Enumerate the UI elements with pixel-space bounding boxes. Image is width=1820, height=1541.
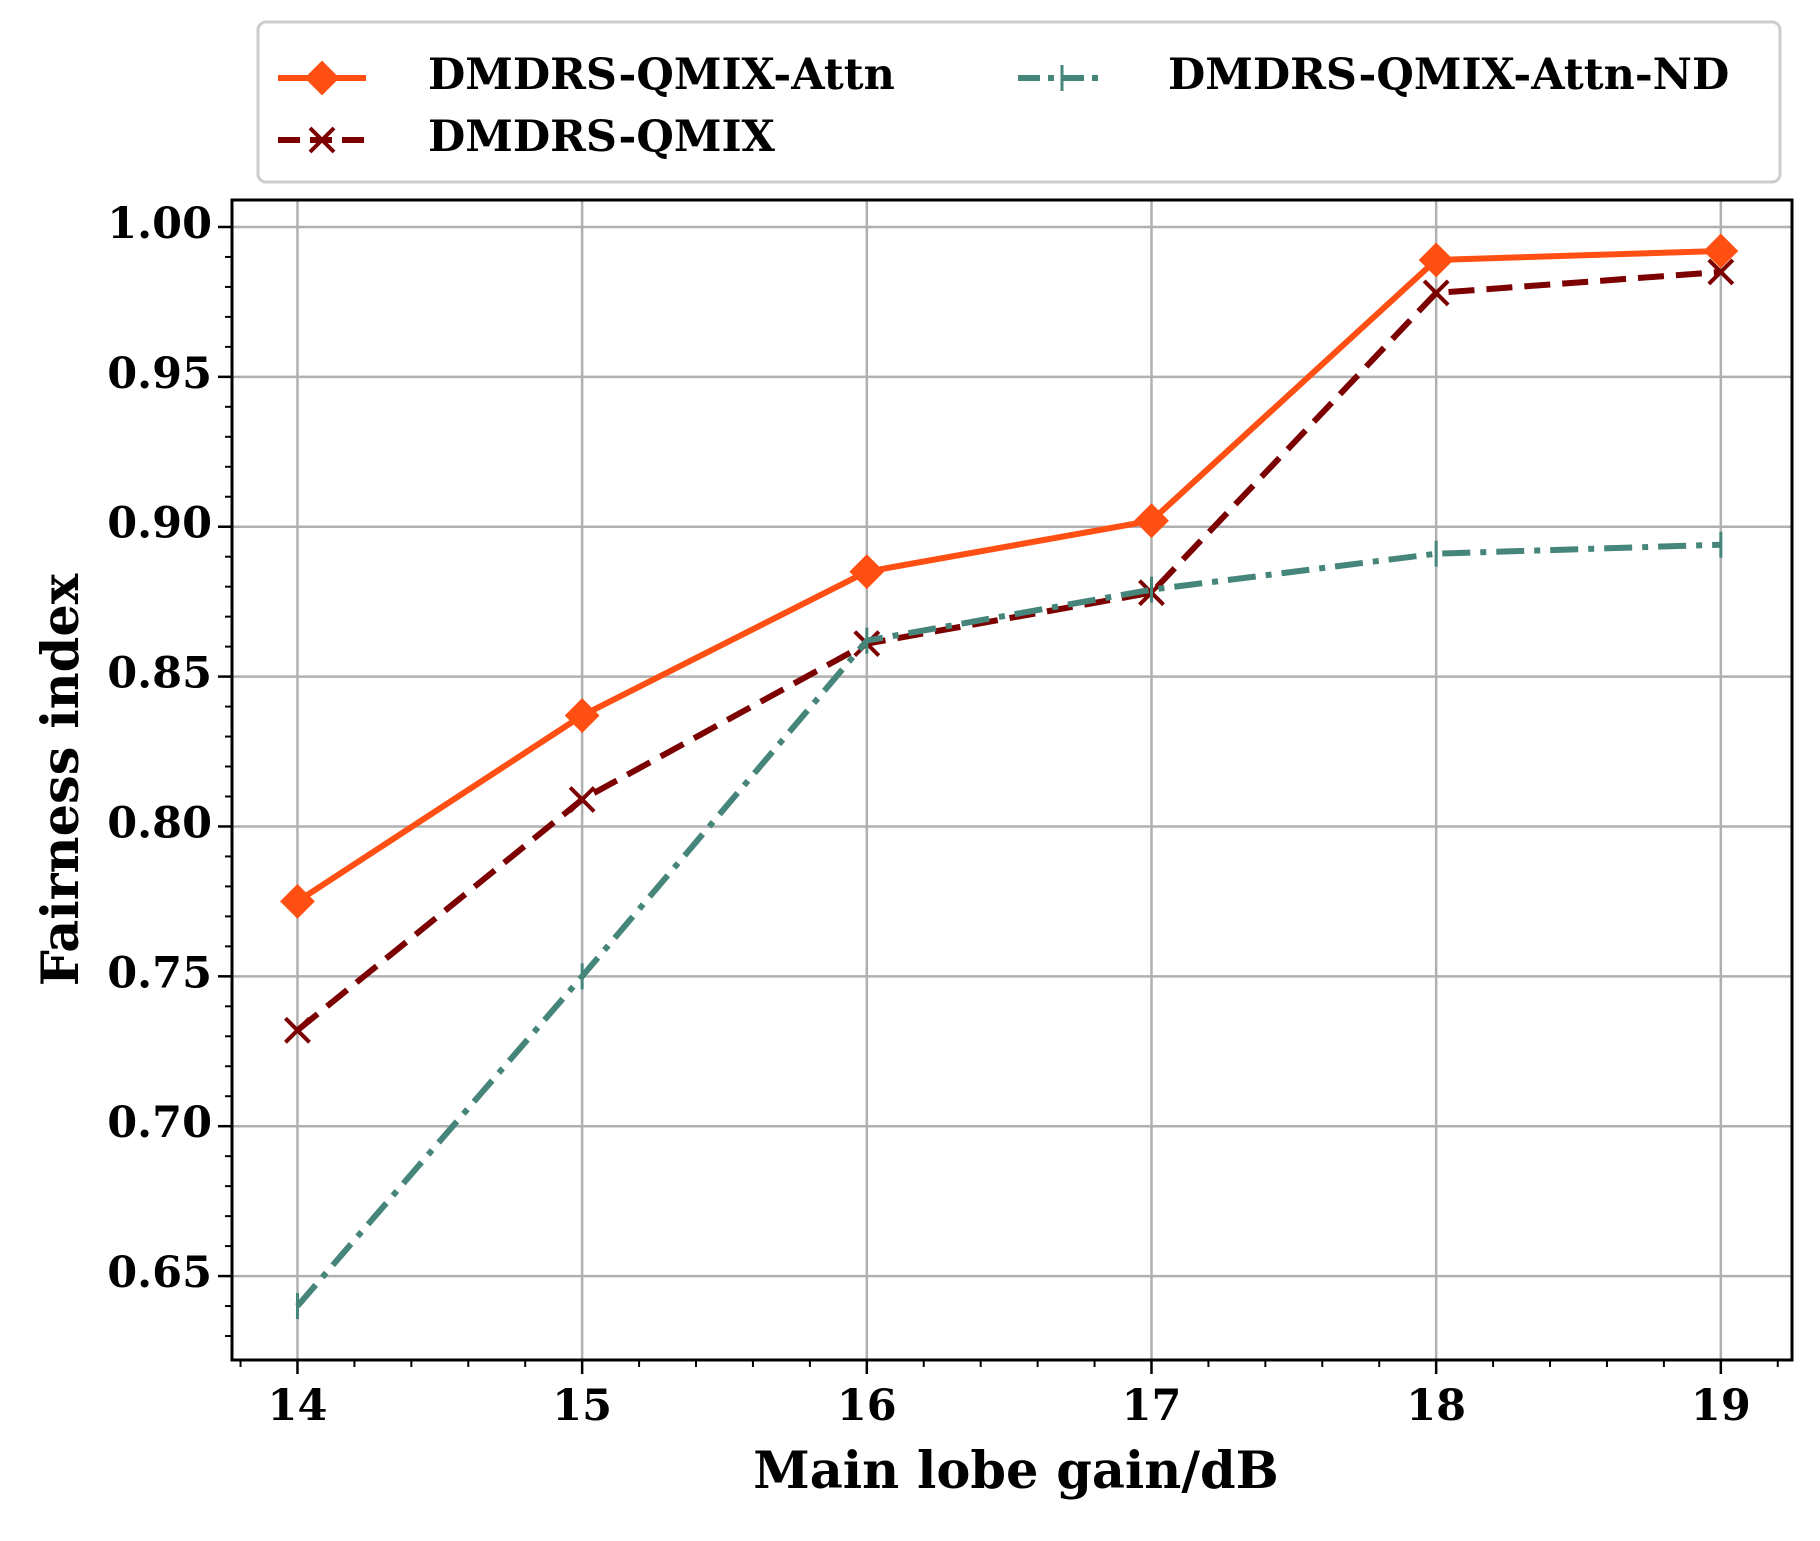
series-line-0	[295, 247, 1721, 904]
grid	[232, 200, 1792, 1360]
x-tick-label-2: 16	[837, 1381, 897, 1431]
legend-label-0: DMDRS-QMIX-Attn	[428, 50, 895, 100]
series-0	[280, 233, 1739, 919]
series-lines	[280, 233, 1739, 1320]
legend-item-2: DMDRS-QMIX-Attn-ND	[1018, 50, 1729, 100]
y-tick-label-2: 0.75	[107, 948, 212, 998]
legend-label-1: DMDRS-QMIX	[428, 112, 776, 162]
y-tick-label-3: 0.80	[107, 798, 212, 848]
legend-item-1: DMDRS-QMIX	[278, 112, 776, 162]
legend-frame	[256, 20, 1782, 184]
legend-item-0: DMDRS-QMIX-Attn	[278, 50, 895, 100]
series-0-point-2	[849, 554, 885, 590]
series-1-point-4	[1422, 279, 1450, 307]
y-tick-label-4: 0.85	[107, 649, 212, 699]
axes: 14 15 16 17 18 19 0.65 0.70 0.75 0.80 0.85 0.90 0.95…	[107, 198, 1794, 1431]
series-0-point-5	[1703, 233, 1739, 269]
legend-marker-1	[308, 126, 336, 154]
series-0-point-0	[280, 883, 315, 919]
legend-swatch-0	[278, 60, 366, 96]
y-tick-label-1: 0.70	[107, 1098, 212, 1148]
x-axis-label: Main lobe gain/dB	[753, 1441, 1279, 1501]
series-0-point-4	[1418, 242, 1454, 278]
x-tick-label-4: 18	[1406, 1381, 1466, 1431]
x-tick-label-1: 15	[552, 1381, 612, 1431]
y-tick-label-6: 0.95	[107, 349, 212, 399]
legend: DMDRS-QMIX-Attn DMDRS-QMIX DMDRS-QMIX-At…	[256, 20, 1782, 184]
x-tick-label-3: 17	[1122, 1381, 1182, 1431]
series-1	[284, 258, 1735, 1044]
series-1-point-0	[284, 1016, 311, 1044]
y-tick-label-7: 1.00	[107, 199, 212, 249]
y-axis-label: Fairness index	[31, 573, 91, 986]
series-0-point-3	[1134, 503, 1169, 539]
series-line-1	[295, 268, 1722, 1033]
plot-frame	[230, 198, 1794, 1362]
series-2	[295, 531, 1723, 1320]
legend-label-2: DMDRS-QMIX-Attn-ND	[1168, 50, 1729, 100]
x-tick-label-0: 14	[268, 1381, 328, 1431]
series-line-2	[295, 541, 1721, 1309]
x-tick-label-5: 19	[1691, 1381, 1751, 1431]
series-0-point-1	[564, 698, 600, 733]
legend-swatch-1	[278, 126, 366, 154]
legend-marker-0	[304, 60, 340, 96]
legend-swatch-2	[1018, 65, 1106, 91]
y-tick-label-0: 0.65	[107, 1248, 212, 1298]
series-1-point-1	[568, 786, 596, 813]
y-tick-label-5: 0.90	[107, 499, 212, 549]
series-1-point-5	[1707, 258, 1735, 286]
